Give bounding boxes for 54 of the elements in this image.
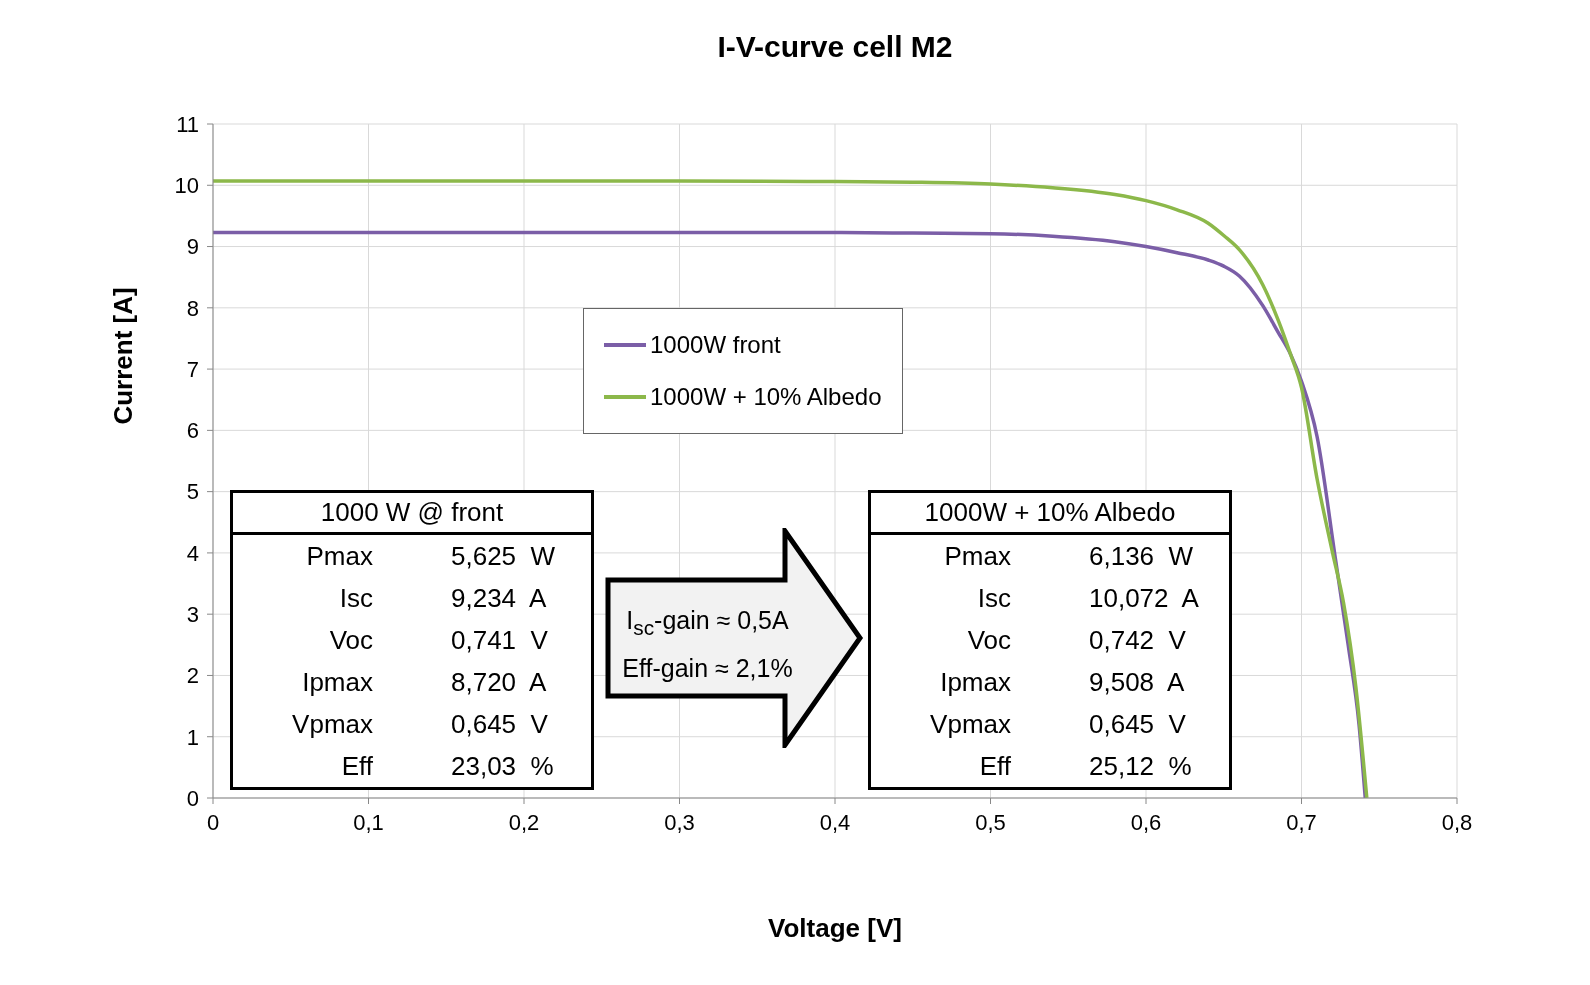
annotation: 9,234 A xyxy=(451,582,547,614)
y-tick-label: 7 xyxy=(186,356,199,382)
annotation: Ipmax xyxy=(939,666,1011,698)
annotation: 0,742 V xyxy=(1089,624,1186,656)
annotation: Isc xyxy=(976,582,1011,614)
y-axis-title: Current [A] xyxy=(107,287,139,425)
legend-label: 1000W + 10% Albedo xyxy=(650,383,882,411)
y-tick-label: 9 xyxy=(186,234,199,260)
chart-title: I-V-curve cell M2 xyxy=(716,30,954,64)
annotation: Vpmax xyxy=(291,708,373,740)
legend-label: 1000W front xyxy=(650,331,781,359)
y-tick-label: 11 xyxy=(176,111,199,137)
x-tick-label: 0,6 xyxy=(1130,809,1162,835)
y-tick-label: 0 xyxy=(186,785,199,811)
annotation: 9,508 A xyxy=(1089,666,1185,698)
x-tick-label: 0,5 xyxy=(975,809,1006,835)
annotation: Eff-gain ≈ 2,1% xyxy=(621,653,794,684)
y-tick-label: 4 xyxy=(186,540,199,566)
y-tick-label: 10 xyxy=(174,173,199,199)
x-tick-label: 0,2 xyxy=(508,809,540,835)
x-tick-label: 0,4 xyxy=(819,809,851,835)
annotation: Voc xyxy=(328,624,373,656)
annotation: 0,645 V xyxy=(1089,708,1186,740)
annotation: 0,645 V xyxy=(451,708,548,740)
annotation: 23,03 % xyxy=(451,750,554,782)
x-tick-label: 0,7 xyxy=(1286,809,1317,835)
annotation: Ipmax xyxy=(301,666,373,698)
annotation: Pmax xyxy=(305,540,373,572)
annotation: 8,720 A xyxy=(451,666,547,698)
x-tick-label: 0,3 xyxy=(664,809,695,835)
annotation: Isc xyxy=(338,582,373,614)
annotation: 5,625 W xyxy=(451,540,556,572)
x-axis-title: Voltage [V] xyxy=(767,913,903,944)
annotation: 6,136 W xyxy=(1089,540,1194,572)
annotation: Pmax xyxy=(943,540,1011,572)
annotation: Vpmax xyxy=(929,708,1011,740)
annotation: 10,072 A xyxy=(1089,582,1199,614)
annotation: 1000 W @ front xyxy=(233,493,591,535)
annotation: 1000W + 10% Albedo xyxy=(871,493,1229,535)
annotation: 25,12 % xyxy=(1089,750,1192,782)
annotation: Eff xyxy=(340,750,373,782)
y-tick-label: 1 xyxy=(186,724,199,750)
annotation: I$_{sc}$-gain ≈ 0,5A xyxy=(625,605,790,641)
y-tick-label: 2 xyxy=(186,663,199,689)
x-tick-label: 0 xyxy=(206,809,220,835)
annotation: 0,741 V xyxy=(451,624,548,656)
y-tick-label: 3 xyxy=(186,601,199,627)
y-tick-label: 8 xyxy=(186,295,199,321)
x-tick-label: 0,8 xyxy=(1441,809,1473,835)
y-tick-label: 6 xyxy=(186,418,199,444)
annotation: Voc xyxy=(966,624,1011,656)
y-tick-label: 5 xyxy=(186,479,199,505)
annotation: Eff xyxy=(978,750,1011,782)
x-tick-label: 0,1 xyxy=(353,809,384,835)
